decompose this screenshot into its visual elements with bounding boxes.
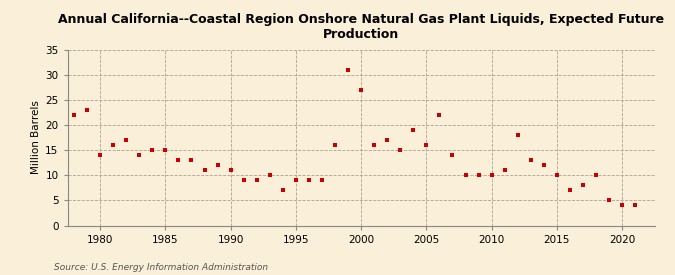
- Point: [539, 163, 549, 167]
- Point: [134, 153, 144, 157]
- Point: [329, 143, 340, 147]
- Point: [578, 183, 589, 188]
- Point: [69, 113, 80, 117]
- Y-axis label: Million Barrels: Million Barrels: [31, 101, 41, 174]
- Point: [251, 178, 262, 182]
- Point: [460, 173, 471, 177]
- Point: [486, 173, 497, 177]
- Point: [408, 128, 418, 132]
- Point: [564, 188, 575, 192]
- Point: [225, 168, 236, 172]
- Point: [421, 143, 432, 147]
- Point: [147, 148, 158, 152]
- Point: [512, 133, 523, 137]
- Point: [317, 178, 327, 182]
- Point: [186, 158, 197, 162]
- Point: [160, 148, 171, 152]
- Point: [356, 87, 367, 92]
- Point: [82, 108, 92, 112]
- Point: [343, 67, 354, 72]
- Point: [290, 178, 301, 182]
- Point: [369, 143, 379, 147]
- Point: [95, 153, 105, 157]
- Point: [121, 138, 132, 142]
- Point: [212, 163, 223, 167]
- Point: [238, 178, 249, 182]
- Point: [395, 148, 406, 152]
- Point: [265, 173, 275, 177]
- Point: [473, 173, 484, 177]
- Point: [108, 143, 119, 147]
- Point: [173, 158, 184, 162]
- Point: [617, 203, 628, 208]
- Point: [525, 158, 536, 162]
- Point: [447, 153, 458, 157]
- Point: [277, 188, 288, 192]
- Point: [551, 173, 562, 177]
- Text: Source: U.S. Energy Information Administration: Source: U.S. Energy Information Administ…: [54, 263, 268, 272]
- Point: [434, 113, 445, 117]
- Point: [603, 198, 614, 203]
- Point: [630, 203, 641, 208]
- Point: [304, 178, 315, 182]
- Point: [591, 173, 601, 177]
- Title: Annual California--Coastal Region Onshore Natural Gas Plant Liquids, Expected Fu: Annual California--Coastal Region Onshor…: [58, 13, 664, 41]
- Point: [382, 138, 393, 142]
- Point: [199, 168, 210, 172]
- Point: [500, 168, 510, 172]
